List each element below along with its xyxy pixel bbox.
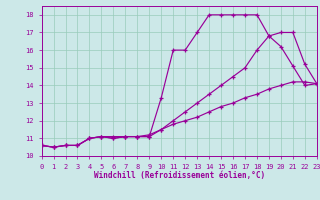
X-axis label: Windchill (Refroidissement éolien,°C): Windchill (Refroidissement éolien,°C) bbox=[94, 171, 265, 180]
